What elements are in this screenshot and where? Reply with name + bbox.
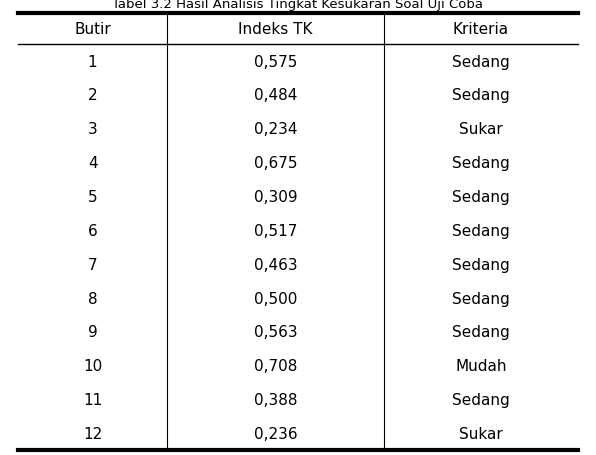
Text: Sedang: Sedang xyxy=(452,257,510,272)
Text: 0,388: 0,388 xyxy=(254,392,297,407)
Text: 0,500: 0,500 xyxy=(254,291,297,306)
Text: 4: 4 xyxy=(88,156,97,171)
Text: 0,675: 0,675 xyxy=(254,156,297,171)
Text: 0,517: 0,517 xyxy=(254,223,297,238)
Text: 0,484: 0,484 xyxy=(254,88,297,103)
Text: Tabel 3.2 Hasil Analisis Tingkat Kesukaran Soal Uji Coba: Tabel 3.2 Hasil Analisis Tingkat Kesukar… xyxy=(113,0,483,11)
Text: Sedang: Sedang xyxy=(452,190,510,205)
Text: Sedang: Sedang xyxy=(452,291,510,306)
Text: 9: 9 xyxy=(88,325,98,340)
Text: Kriteria: Kriteria xyxy=(453,22,509,37)
Text: 11: 11 xyxy=(83,392,102,407)
Text: 0,708: 0,708 xyxy=(254,359,297,374)
Text: 10: 10 xyxy=(83,359,102,374)
Text: Mudah: Mudah xyxy=(455,359,507,374)
Text: 0,234: 0,234 xyxy=(254,122,297,137)
Text: 2: 2 xyxy=(88,88,97,103)
Text: 6: 6 xyxy=(88,223,98,238)
Text: Sedang: Sedang xyxy=(452,392,510,407)
Text: 0,575: 0,575 xyxy=(254,55,297,70)
Text: Sedang: Sedang xyxy=(452,156,510,171)
Text: 12: 12 xyxy=(83,426,102,441)
Text: 3: 3 xyxy=(88,122,98,137)
Text: Sedang: Sedang xyxy=(452,223,510,238)
Text: 1: 1 xyxy=(88,55,97,70)
Text: 0,563: 0,563 xyxy=(254,325,297,340)
Text: 5: 5 xyxy=(88,190,97,205)
Text: Sedang: Sedang xyxy=(452,55,510,70)
Text: Butir: Butir xyxy=(74,22,111,37)
Text: 0,309: 0,309 xyxy=(254,190,297,205)
Text: 0,463: 0,463 xyxy=(254,257,297,272)
Text: 8: 8 xyxy=(88,291,97,306)
Text: Indeks TK: Indeks TK xyxy=(238,22,313,37)
Text: Sedang: Sedang xyxy=(452,325,510,340)
Text: Sukar: Sukar xyxy=(459,426,503,441)
Text: Sedang: Sedang xyxy=(452,88,510,103)
Text: 0,236: 0,236 xyxy=(254,426,297,441)
Text: 7: 7 xyxy=(88,257,97,272)
Text: Sukar: Sukar xyxy=(459,122,503,137)
